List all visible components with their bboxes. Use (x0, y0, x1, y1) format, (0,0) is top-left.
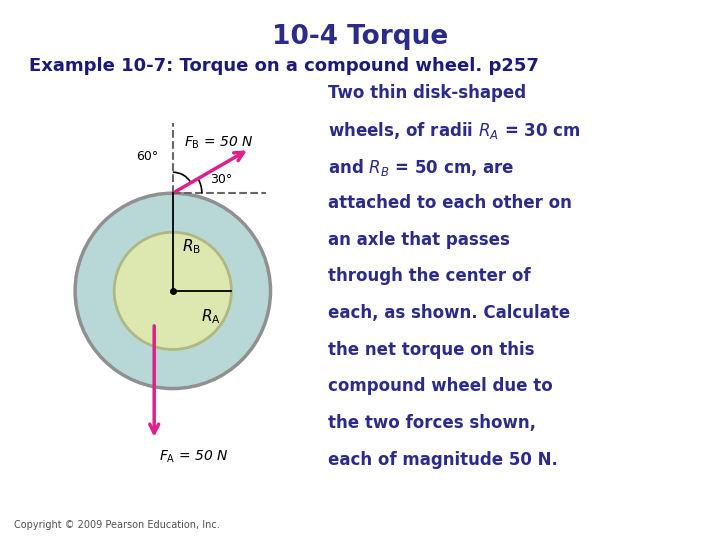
Text: 10-4 Torque: 10-4 Torque (272, 24, 448, 50)
Text: the two forces shown,: the two forces shown, (328, 414, 536, 432)
Text: $\mathit{F}_\mathrm{B}$ = 50 N: $\mathit{F}_\mathrm{B}$ = 50 N (184, 135, 254, 151)
Text: and $\mathit{R}_\mathit{B}$ = 50 cm, are: and $\mathit{R}_\mathit{B}$ = 50 cm, are (328, 157, 514, 178)
Text: an axle that passes: an axle that passes (328, 231, 510, 248)
Circle shape (114, 232, 231, 349)
Text: wheels, of radii $\mathit{R}_\mathit{A}$ = 30 cm: wheels, of radii $\mathit{R}_\mathit{A}$… (328, 120, 580, 141)
Text: Copyright © 2009 Pearson Education, Inc.: Copyright © 2009 Pearson Education, Inc. (14, 520, 220, 530)
Text: $\mathit{F}_\mathrm{A}$ = 50 N: $\mathit{F}_\mathrm{A}$ = 50 N (159, 449, 228, 465)
Circle shape (75, 193, 271, 389)
Text: 60°: 60° (137, 150, 159, 163)
Text: Two thin disk-shaped: Two thin disk-shaped (328, 84, 526, 102)
Text: through the center of: through the center of (328, 267, 530, 285)
Text: $\mathit{R}_\mathrm{B}$: $\mathit{R}_\mathrm{B}$ (182, 238, 201, 256)
Text: each of magnitude 50 N.: each of magnitude 50 N. (328, 451, 557, 469)
Text: compound wheel due to: compound wheel due to (328, 377, 552, 395)
Text: 30°: 30° (210, 173, 233, 186)
Text: the net torque on this: the net torque on this (328, 341, 534, 359)
Text: attached to each other on: attached to each other on (328, 194, 572, 212)
Text: $\mathit{R}_\mathrm{A}$: $\mathit{R}_\mathrm{A}$ (201, 307, 221, 326)
Text: each, as shown. Calculate: each, as shown. Calculate (328, 304, 570, 322)
Text: Example 10-7: Torque on a compound wheel. p257: Example 10-7: Torque on a compound wheel… (29, 57, 539, 75)
